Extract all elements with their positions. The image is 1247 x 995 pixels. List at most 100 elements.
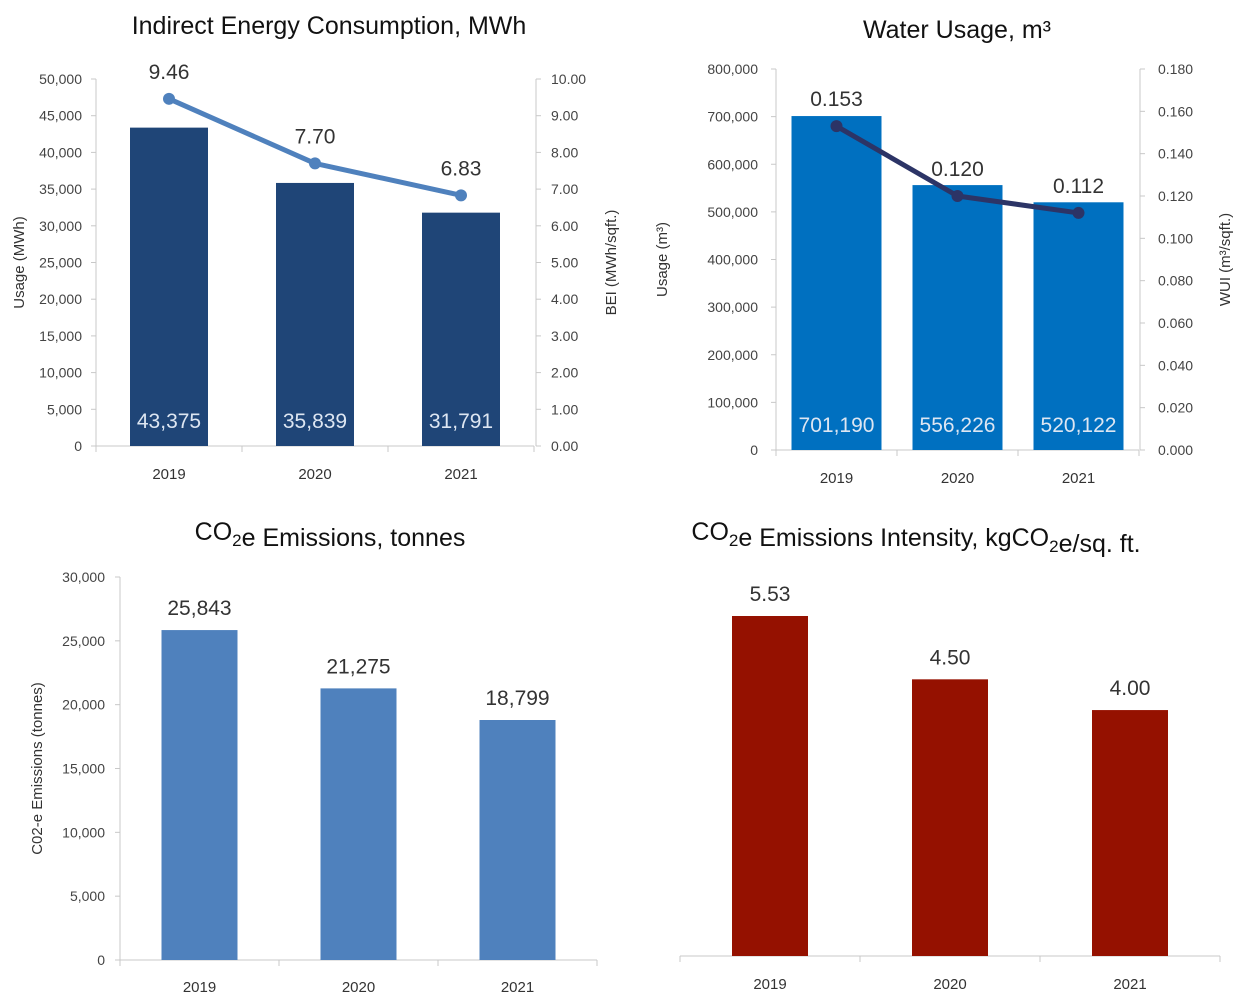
y2-tick-label: 5.00 — [551, 255, 578, 271]
line-data-label: 9.46 — [149, 61, 190, 84]
line-point — [951, 190, 964, 202]
y2-tick-label: 3.00 — [551, 328, 578, 344]
y2-tick-label: 6.00 — [551, 218, 578, 234]
x-tick-label: 2020 — [941, 470, 974, 487]
line-point — [830, 120, 843, 133]
bar-data-label: 18,799 — [485, 687, 549, 710]
x-tick-label: 2020 — [933, 976, 966, 993]
y-tick-label: 50,000 — [39, 71, 82, 87]
bar — [130, 127, 208, 446]
bar-data-label: 31,791 — [429, 410, 493, 433]
y-tick-label: 200,000 — [707, 347, 758, 363]
y2-tick-label: 9.00 — [551, 108, 578, 124]
bar-data-label: 35,839 — [283, 410, 347, 433]
chart-title: Indirect Energy Consumption, MWh — [132, 12, 527, 40]
x-tick-label: 2021 — [501, 979, 534, 995]
y-tick-label: 100,000 — [707, 394, 758, 410]
bar-data-label: 520,122 — [1041, 414, 1117, 437]
line-data-label: 7.70 — [295, 125, 336, 148]
y2-tick-label: 8.00 — [551, 144, 578, 160]
y-tick-label: 25,000 — [62, 633, 105, 649]
y2-tick-label: 4.00 — [551, 291, 578, 307]
bar-data-label: 556,226 — [920, 414, 996, 437]
y-tick-label: 300,000 — [707, 299, 758, 315]
line-point — [163, 92, 175, 105]
chart-title: CO2e Emissions Intensity, kgCO2e/sq. ft. — [691, 518, 1140, 558]
y-tick-label: 15,000 — [39, 328, 82, 344]
y2-tick-label: 0.160 — [1158, 103, 1193, 119]
y-tick-label: 15,000 — [62, 761, 105, 777]
bar — [320, 688, 397, 960]
bar — [1033, 202, 1124, 450]
y2-tick-label: 2.00 — [551, 365, 578, 381]
y2-tick-label: 0.140 — [1158, 146, 1193, 162]
x-tick-label: 2019 — [753, 976, 786, 993]
y-tick-label: 10,000 — [62, 824, 105, 840]
x-tick-label: 2019 — [820, 470, 853, 487]
chart-1: Indirect Energy Consumption, MWh 0 5,000 10… — [11, 12, 620, 483]
y2-tick-label: 7.00 — [551, 181, 578, 197]
y-tick-label: 0 — [97, 952, 105, 968]
line-point — [455, 189, 467, 202]
x-tick-label: 2020 — [342, 979, 375, 995]
x-tick-label: 2021 — [1113, 976, 1146, 993]
y-tick-label: 5,000 — [47, 401, 82, 417]
y-tick-label: 30,000 — [39, 218, 82, 234]
y-tick-label: 20,000 — [39, 291, 82, 307]
y2-tick-label: 0.120 — [1158, 188, 1193, 204]
bar-data-label: 4.50 — [930, 646, 971, 669]
x-tick-label: 2021 — [444, 466, 477, 483]
bar — [912, 679, 988, 956]
y2-tick-label: 0.000 — [1158, 442, 1193, 458]
y-tick-label: 500,000 — [707, 204, 758, 220]
y-tick-label: 20,000 — [62, 697, 105, 713]
line-point — [309, 157, 321, 170]
y-axis-title: C02-e Emissions (tonnes) — [29, 682, 46, 855]
bar — [732, 616, 808, 956]
y-axis-title: Usage (m³) — [654, 222, 671, 297]
line-data-label: 0.120 — [931, 158, 984, 181]
bar-data-label: 4.00 — [1110, 677, 1151, 700]
y2-axis-title: BEI (MWh/sqft.) — [603, 210, 620, 316]
line-data-label: 6.83 — [441, 157, 482, 180]
line-point — [1072, 206, 1085, 219]
bar-data-label: 5.53 — [750, 583, 791, 606]
y2-tick-label: 0.100 — [1158, 230, 1193, 246]
x-tick-label: 2020 — [298, 466, 331, 483]
bar-data-label: 701,190 — [799, 414, 875, 437]
y-axis-title: Usage (MWh) — [11, 216, 28, 309]
y-tick-label: 0 — [74, 438, 82, 454]
y-tick-label: 600,000 — [707, 156, 758, 172]
line-data-label: 0.112 — [1053, 175, 1104, 198]
bar — [276, 182, 354, 446]
y-tick-label: 5,000 — [70, 888, 105, 904]
y2-axis-title: WUI (m³/sqft.) — [1217, 213, 1234, 306]
y2-tick-label: 0.180 — [1158, 61, 1193, 77]
y2-tick-label: 0.00 — [551, 438, 578, 454]
bar — [791, 116, 882, 451]
y-tick-label: 400,000 — [707, 252, 758, 268]
bar — [1092, 710, 1168, 956]
y2-tick-label: 0.020 — [1158, 400, 1193, 416]
y-tick-label: 30,000 — [62, 569, 105, 585]
x-tick-label: 2019 — [183, 979, 216, 995]
y-tick-label: 0 — [750, 442, 758, 458]
chart-title: Water Usage, m³ — [863, 16, 1051, 44]
line-data-label: 0.153 — [810, 88, 863, 111]
x-tick-label: 2021 — [1062, 470, 1095, 487]
y-tick-label: 700,000 — [707, 109, 758, 125]
chart-4: CO2e Emissions Intensity, kgCO2e/sq. ft.… — [679, 518, 1221, 993]
y2-tick-label: 0.060 — [1158, 315, 1193, 331]
y-tick-label: 40,000 — [39, 144, 82, 160]
y-tick-label: 800,000 — [707, 61, 758, 77]
y2-tick-label: 0.040 — [1158, 357, 1193, 373]
chart-2: Water Usage, m³ 0 100,000 200,000 300,000 400… — [654, 16, 1234, 487]
chart-title: CO2e Emissions, tonnes — [195, 518, 466, 552]
bar-data-label: 21,275 — [326, 655, 390, 678]
y2-tick-label: 0.080 — [1158, 273, 1193, 289]
chart-3: CO2e Emissions, tonnes 0 5,000 10,000 15,000… — [29, 518, 598, 995]
y-tick-label: 35,000 — [39, 181, 82, 197]
bar-data-label: 25,843 — [167, 597, 231, 620]
y2-tick-label: 10.00 — [551, 71, 586, 87]
y2-tick-label: 1.00 — [551, 401, 578, 417]
